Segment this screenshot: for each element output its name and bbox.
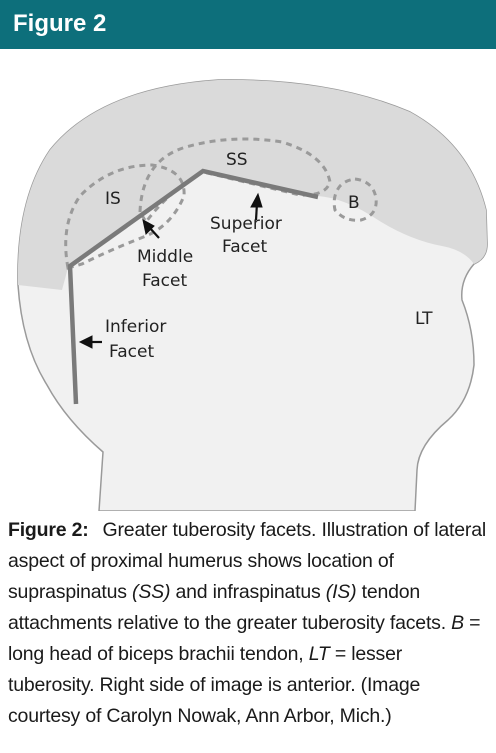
caption-text: tendon attachments relative to the great… (8, 581, 452, 634)
caption-is-abbrev: (IS) (325, 581, 357, 603)
caption-ss-abbrev: (SS) (132, 581, 171, 603)
caption-text: and infraspinatus (170, 581, 326, 603)
facet-line (67, 168, 319, 405)
caption-b-abbrev: B (451, 612, 464, 634)
caption-text: = long head of biceps brachii tendon, (8, 612, 481, 665)
figure-title: Figure 2 (13, 10, 107, 37)
biceps-footprint (332, 177, 378, 222)
figure-caption: Figure 2: Greater tuberosity facets. Illu… (8, 515, 492, 732)
caption-lt-abbrev: LT (308, 643, 330, 665)
caption-label: Figure 2: (8, 519, 89, 541)
caption-text: Greater tuberosity facets. Illustration … (8, 519, 486, 603)
label-is: IS (105, 189, 121, 209)
label-inferior-facet-2: Facet (109, 342, 154, 362)
figure-header: Figure 2 (0, 0, 496, 49)
label-lt: LT (415, 309, 433, 329)
humerus-illustration: SS IS B LT Superior Facet Middle Facet I… (17, 79, 488, 511)
label-inferior-facet-1: Inferior (105, 317, 166, 337)
infraspinatus-footprint (64, 163, 186, 270)
humerus-head-region (17, 79, 488, 290)
label-superior-facet-2: Facet (222, 237, 267, 257)
superior-facet-arrow (250, 192, 263, 221)
label-ss: SS (226, 150, 248, 170)
middle-facet-arrow (142, 219, 160, 239)
label-b: B (348, 193, 360, 213)
caption-text: = lesser tuberosity. Right side of image… (8, 643, 421, 727)
inferior-facet-arrow (78, 335, 102, 349)
label-superior-facet-1: Superior (210, 214, 282, 234)
label-middle-facet-1: Middle (137, 247, 193, 267)
label-middle-facet-2: Facet (142, 271, 187, 291)
